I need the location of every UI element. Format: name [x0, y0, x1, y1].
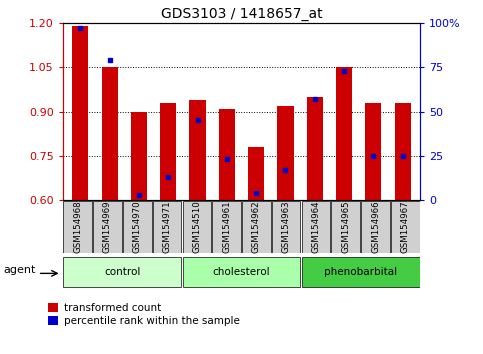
Bar — [153, 201, 181, 253]
Bar — [219, 109, 235, 200]
Text: cholesterol: cholesterol — [213, 267, 270, 277]
Bar — [331, 201, 360, 253]
Bar — [302, 257, 420, 287]
Bar — [63, 201, 92, 253]
Bar — [365, 103, 382, 200]
Text: control: control — [104, 267, 141, 277]
Text: GSM154962: GSM154962 — [252, 201, 261, 253]
Bar — [277, 105, 294, 200]
Bar — [248, 147, 264, 200]
Text: GSM154971: GSM154971 — [163, 201, 171, 253]
Text: GSM154967: GSM154967 — [401, 201, 410, 253]
Text: GSM154965: GSM154965 — [341, 201, 350, 253]
Bar — [307, 97, 323, 200]
Text: GSM154966: GSM154966 — [371, 201, 380, 253]
Bar — [183, 257, 300, 287]
Text: GSM154964: GSM154964 — [312, 201, 320, 253]
Bar — [302, 201, 330, 253]
Text: phenobarbital: phenobarbital — [324, 267, 397, 277]
Legend: transformed count, percentile rank within the sample: transformed count, percentile rank withi… — [44, 299, 244, 331]
Bar — [242, 201, 270, 253]
Title: GDS3103 / 1418657_at: GDS3103 / 1418657_at — [161, 7, 322, 21]
Bar — [131, 112, 147, 200]
Bar — [213, 201, 241, 253]
Bar — [72, 26, 88, 200]
Text: agent: agent — [3, 265, 36, 275]
Bar — [395, 103, 411, 200]
Bar — [160, 103, 176, 200]
Bar — [391, 201, 420, 253]
Bar — [272, 201, 300, 253]
Text: GSM154963: GSM154963 — [282, 201, 291, 253]
Text: GSM154969: GSM154969 — [103, 201, 112, 253]
Text: GSM154970: GSM154970 — [133, 201, 142, 253]
Text: GSM154961: GSM154961 — [222, 201, 231, 253]
Bar — [63, 257, 181, 287]
Bar — [183, 201, 211, 253]
Bar — [101, 67, 118, 200]
Bar — [336, 67, 352, 200]
Text: GSM154510: GSM154510 — [192, 200, 201, 253]
Bar — [361, 201, 390, 253]
Text: GSM154968: GSM154968 — [73, 201, 82, 253]
Bar — [189, 100, 206, 200]
Bar — [93, 201, 122, 253]
Bar — [123, 201, 152, 253]
